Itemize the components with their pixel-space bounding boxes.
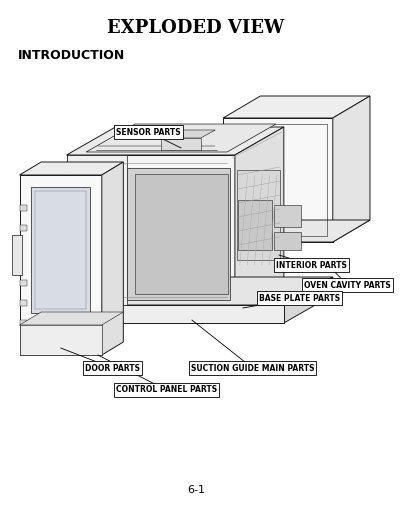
Text: BASE PLATE PARTS: BASE PLATE PARTS xyxy=(259,294,340,303)
Text: INTRODUCTION: INTRODUCTION xyxy=(18,49,125,62)
Text: INTERIOR PARTS: INTERIOR PARTS xyxy=(276,261,347,269)
Bar xyxy=(20,320,28,326)
Polygon shape xyxy=(31,187,90,313)
Bar xyxy=(72,247,93,259)
Bar xyxy=(20,325,102,355)
Bar xyxy=(162,138,201,150)
Bar xyxy=(12,235,22,275)
Bar xyxy=(20,205,28,211)
Polygon shape xyxy=(66,277,333,305)
Bar xyxy=(274,205,302,227)
Polygon shape xyxy=(66,305,284,323)
Polygon shape xyxy=(223,96,370,118)
Polygon shape xyxy=(66,155,235,305)
Polygon shape xyxy=(284,277,333,323)
Text: 6-1: 6-1 xyxy=(187,485,205,495)
Bar xyxy=(20,280,28,286)
Polygon shape xyxy=(223,220,370,242)
Bar xyxy=(20,300,28,306)
Bar xyxy=(20,225,28,231)
Polygon shape xyxy=(238,200,272,250)
Polygon shape xyxy=(20,312,123,325)
Bar xyxy=(72,215,93,227)
Bar xyxy=(72,231,93,243)
Polygon shape xyxy=(237,170,280,260)
Text: OVEN CAVITY PARTS: OVEN CAVITY PARTS xyxy=(304,281,391,290)
Bar xyxy=(98,247,120,259)
Polygon shape xyxy=(162,130,215,138)
Polygon shape xyxy=(66,155,127,305)
Polygon shape xyxy=(66,127,284,155)
Bar xyxy=(98,215,120,227)
Bar xyxy=(72,263,93,275)
Text: EXPLODED VIEW: EXPLODED VIEW xyxy=(107,19,284,37)
Polygon shape xyxy=(135,174,228,294)
Bar xyxy=(70,180,120,208)
Text: DOOR PARTS: DOOR PARTS xyxy=(85,364,140,372)
Bar xyxy=(274,232,302,250)
Circle shape xyxy=(92,280,108,296)
Text: SENSOR PARTS: SENSOR PARTS xyxy=(116,127,181,137)
Polygon shape xyxy=(333,96,370,242)
Polygon shape xyxy=(127,168,230,300)
Text: SUCTION GUIDE MAIN PARTS: SUCTION GUIDE MAIN PARTS xyxy=(191,364,314,372)
Text: CONTROL PANEL PARTS: CONTROL PANEL PARTS xyxy=(116,385,217,395)
Polygon shape xyxy=(20,162,123,175)
Bar xyxy=(98,231,120,243)
Polygon shape xyxy=(20,175,102,355)
Polygon shape xyxy=(223,118,333,242)
Bar xyxy=(98,263,120,275)
Polygon shape xyxy=(235,127,284,305)
Polygon shape xyxy=(102,162,123,355)
Polygon shape xyxy=(86,124,276,152)
